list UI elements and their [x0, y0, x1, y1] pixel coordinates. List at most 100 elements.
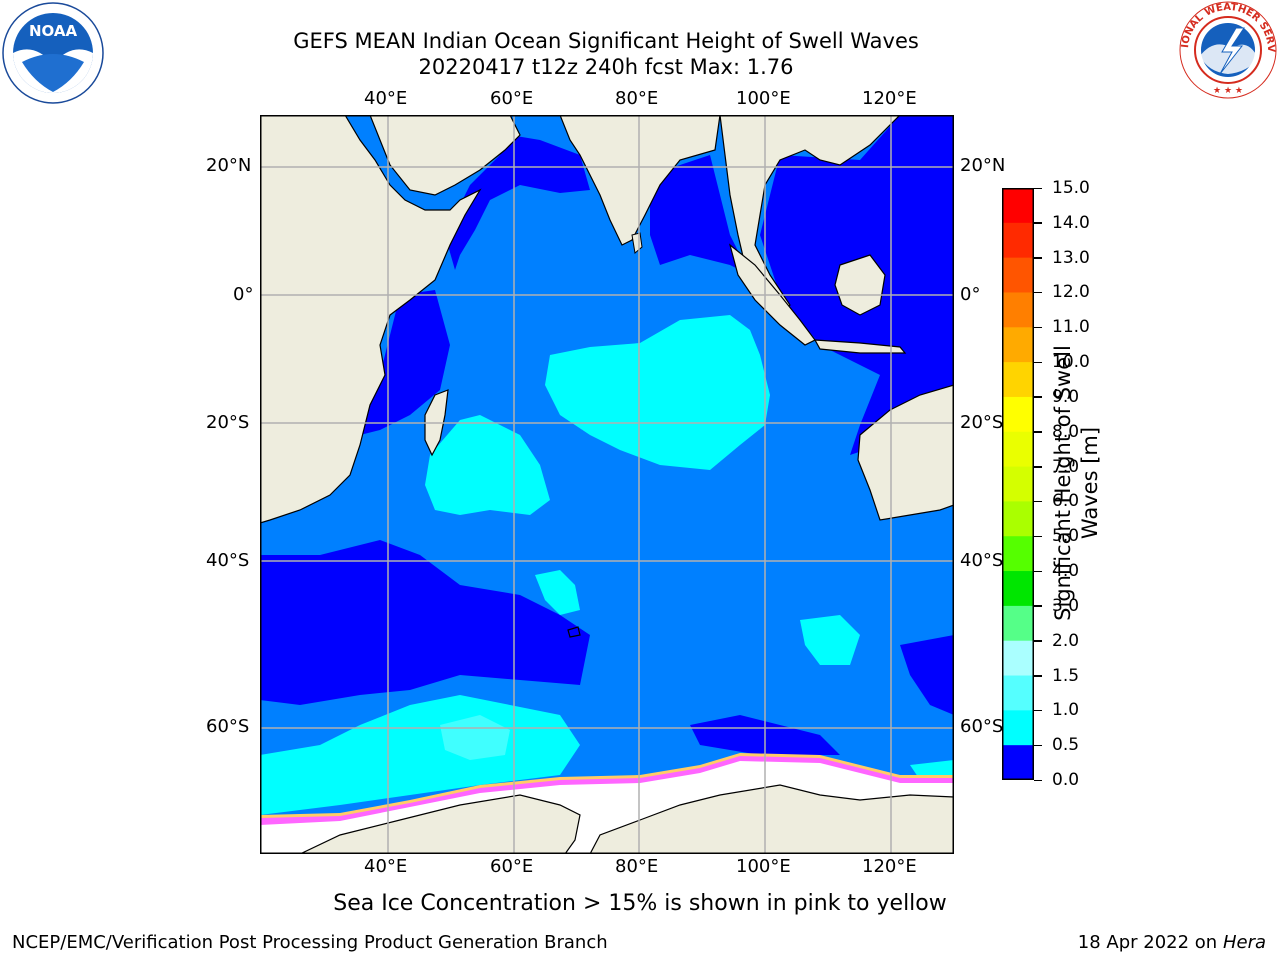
lon-label-bottom: 60°E	[490, 856, 534, 877]
africa-land	[260, 115, 482, 524]
lon-label-bottom: 80°E	[615, 856, 659, 877]
map-panel	[260, 115, 954, 854]
colorbar-tick	[1034, 605, 1042, 607]
moderate-swell-island	[535, 570, 580, 615]
higher-swell-south	[440, 715, 510, 760]
colorbar-tick-label: 7.0	[1052, 456, 1080, 477]
nws-logo: NATIONAL WEATHER SERVICE ★ ★ ★	[1174, 0, 1278, 100]
colorbar	[1002, 188, 1034, 781]
colorbar-label: Significant Height of Swell Waves [m]	[1051, 345, 1102, 621]
lat-label-right: 20°S	[960, 412, 1004, 433]
lon-label-bottom: 100°E	[736, 856, 791, 877]
colorbar-tick	[1034, 361, 1042, 364]
colorbar-tick-label: 10.0	[1052, 352, 1090, 373]
colorbar-band	[1002, 501, 1034, 537]
low-swell-southern-band	[260, 540, 590, 705]
colorbar-tick-label: 8.0	[1052, 421, 1080, 442]
colorbar-band	[1002, 536, 1034, 572]
colorbar-tick	[1034, 291, 1042, 294]
moderate-swell-west	[425, 415, 550, 515]
colorbar-band	[1002, 466, 1034, 502]
colorbar-tick	[1034, 500, 1042, 503]
swell-height-map	[260, 115, 954, 854]
lon-label-top: 80°E	[615, 88, 659, 109]
borneo-land	[834, 254, 886, 316]
colorbar-band	[1002, 605, 1034, 642]
colorbar-tick	[1034, 396, 1042, 398]
colorbar-band	[1002, 710, 1034, 746]
low-swell-bay-of-bengal	[650, 155, 750, 275]
lat-label-left: 20°S	[206, 412, 250, 433]
colorbar-tick-label: 13.0	[1052, 247, 1090, 268]
colorbar-tick-label: 12.0	[1052, 282, 1090, 303]
colorbar-tick	[1034, 535, 1042, 538]
lat-label-left: 0°	[233, 284, 254, 305]
lon-label-top: 40°E	[364, 88, 408, 109]
colorbar-band	[1002, 292, 1034, 328]
colorbar-tick-label: 5.0	[1052, 526, 1080, 547]
colorbar-tick	[1034, 779, 1042, 781]
lat-label-right: 20°N	[960, 155, 1006, 176]
lon-label-bottom: 120°E	[862, 856, 917, 877]
svg-text:★ ★ ★: ★ ★ ★	[1213, 86, 1243, 96]
map-title: GEFS MEAN Indian Ocean Significant Heigh…	[293, 29, 919, 53]
colorbar-tick	[1034, 570, 1042, 573]
colorbar-band	[1002, 571, 1034, 607]
colorbar-tick	[1034, 640, 1042, 642]
india-land	[559, 115, 721, 246]
colorbar-tick	[1034, 222, 1042, 224]
colorbar-tick-label: 14.0	[1052, 212, 1090, 233]
colorbar-tick-label: 0.0	[1052, 770, 1080, 790]
low-swell-africa-coast	[355, 290, 450, 435]
colorbar-tick	[1034, 709, 1042, 712]
colorbar-tick	[1034, 675, 1042, 677]
footer-credit: NCEP/EMC/Verification Post Processing Pr…	[12, 932, 608, 953]
lat-label-right: 0°	[960, 284, 981, 305]
kerguelen-island	[567, 626, 581, 638]
colorbar-tick	[1034, 257, 1042, 259]
colorbar-band	[1002, 396, 1034, 433]
colorbar-band	[1002, 222, 1034, 259]
colorbar-tick-label: 1.5	[1052, 665, 1080, 686]
colorbar-tick-label: 9.0	[1052, 386, 1080, 407]
colorbar-tick-label: 6.0	[1052, 491, 1080, 512]
lat-label-left: 20°N	[206, 155, 252, 176]
lat-label-right: 60°S	[960, 716, 1004, 737]
colorbar-tick-label: 11.0	[1052, 317, 1090, 338]
colorbar-tick-label: 1.0	[1052, 700, 1080, 721]
lon-label-top: 100°E	[736, 88, 791, 109]
colorbar-tick-label: 2.0	[1052, 630, 1080, 651]
arabia-land	[369, 115, 521, 196]
colorbar-tick	[1034, 431, 1042, 433]
footer-date: 18 Apr 2022 on Hera	[1077, 932, 1266, 953]
java-land	[813, 339, 907, 354]
sea-ice-caption: Sea Ice Concentration > 15% is shown in …	[333, 891, 947, 916]
colorbar-band	[1002, 362, 1034, 398]
map-subtitle: 20220417 t12z 240h fcst Max: 1.76	[418, 55, 794, 79]
antarctica-land	[299, 784, 954, 854]
colorbar-tick-label: 15.0	[1052, 178, 1090, 198]
colorbar-band	[1002, 188, 1034, 224]
colorbar-tick	[1034, 187, 1042, 189]
colorbar-band	[1002, 640, 1034, 677]
colorbar-tick-label: 4.0	[1052, 561, 1080, 582]
moderate-swell-southeast	[800, 615, 860, 665]
low-swell-south-east-patch-2	[900, 635, 954, 715]
colorbar-band	[1002, 745, 1034, 781]
colorbar-tick-label: 0.5	[1052, 735, 1080, 756]
low-swell-arabian-sea	[445, 135, 590, 270]
colorbar-band	[1002, 675, 1034, 711]
lat-label-right: 40°S	[960, 550, 1004, 571]
moderate-swell-central	[545, 315, 770, 470]
colorbar-band	[1002, 257, 1034, 293]
colorbar-band	[1002, 431, 1034, 468]
lat-label-left: 40°S	[206, 550, 250, 571]
colorbar-tick	[1034, 326, 1042, 329]
colorbar-tick	[1034, 466, 1042, 468]
svg-text:NOAA: NOAA	[29, 22, 78, 40]
lat-label-left: 60°S	[206, 716, 250, 737]
colorbar-tick	[1034, 744, 1042, 747]
lon-label-bottom: 40°E	[364, 856, 408, 877]
australia-land	[857, 384, 954, 521]
colorbar-band	[1002, 327, 1034, 363]
